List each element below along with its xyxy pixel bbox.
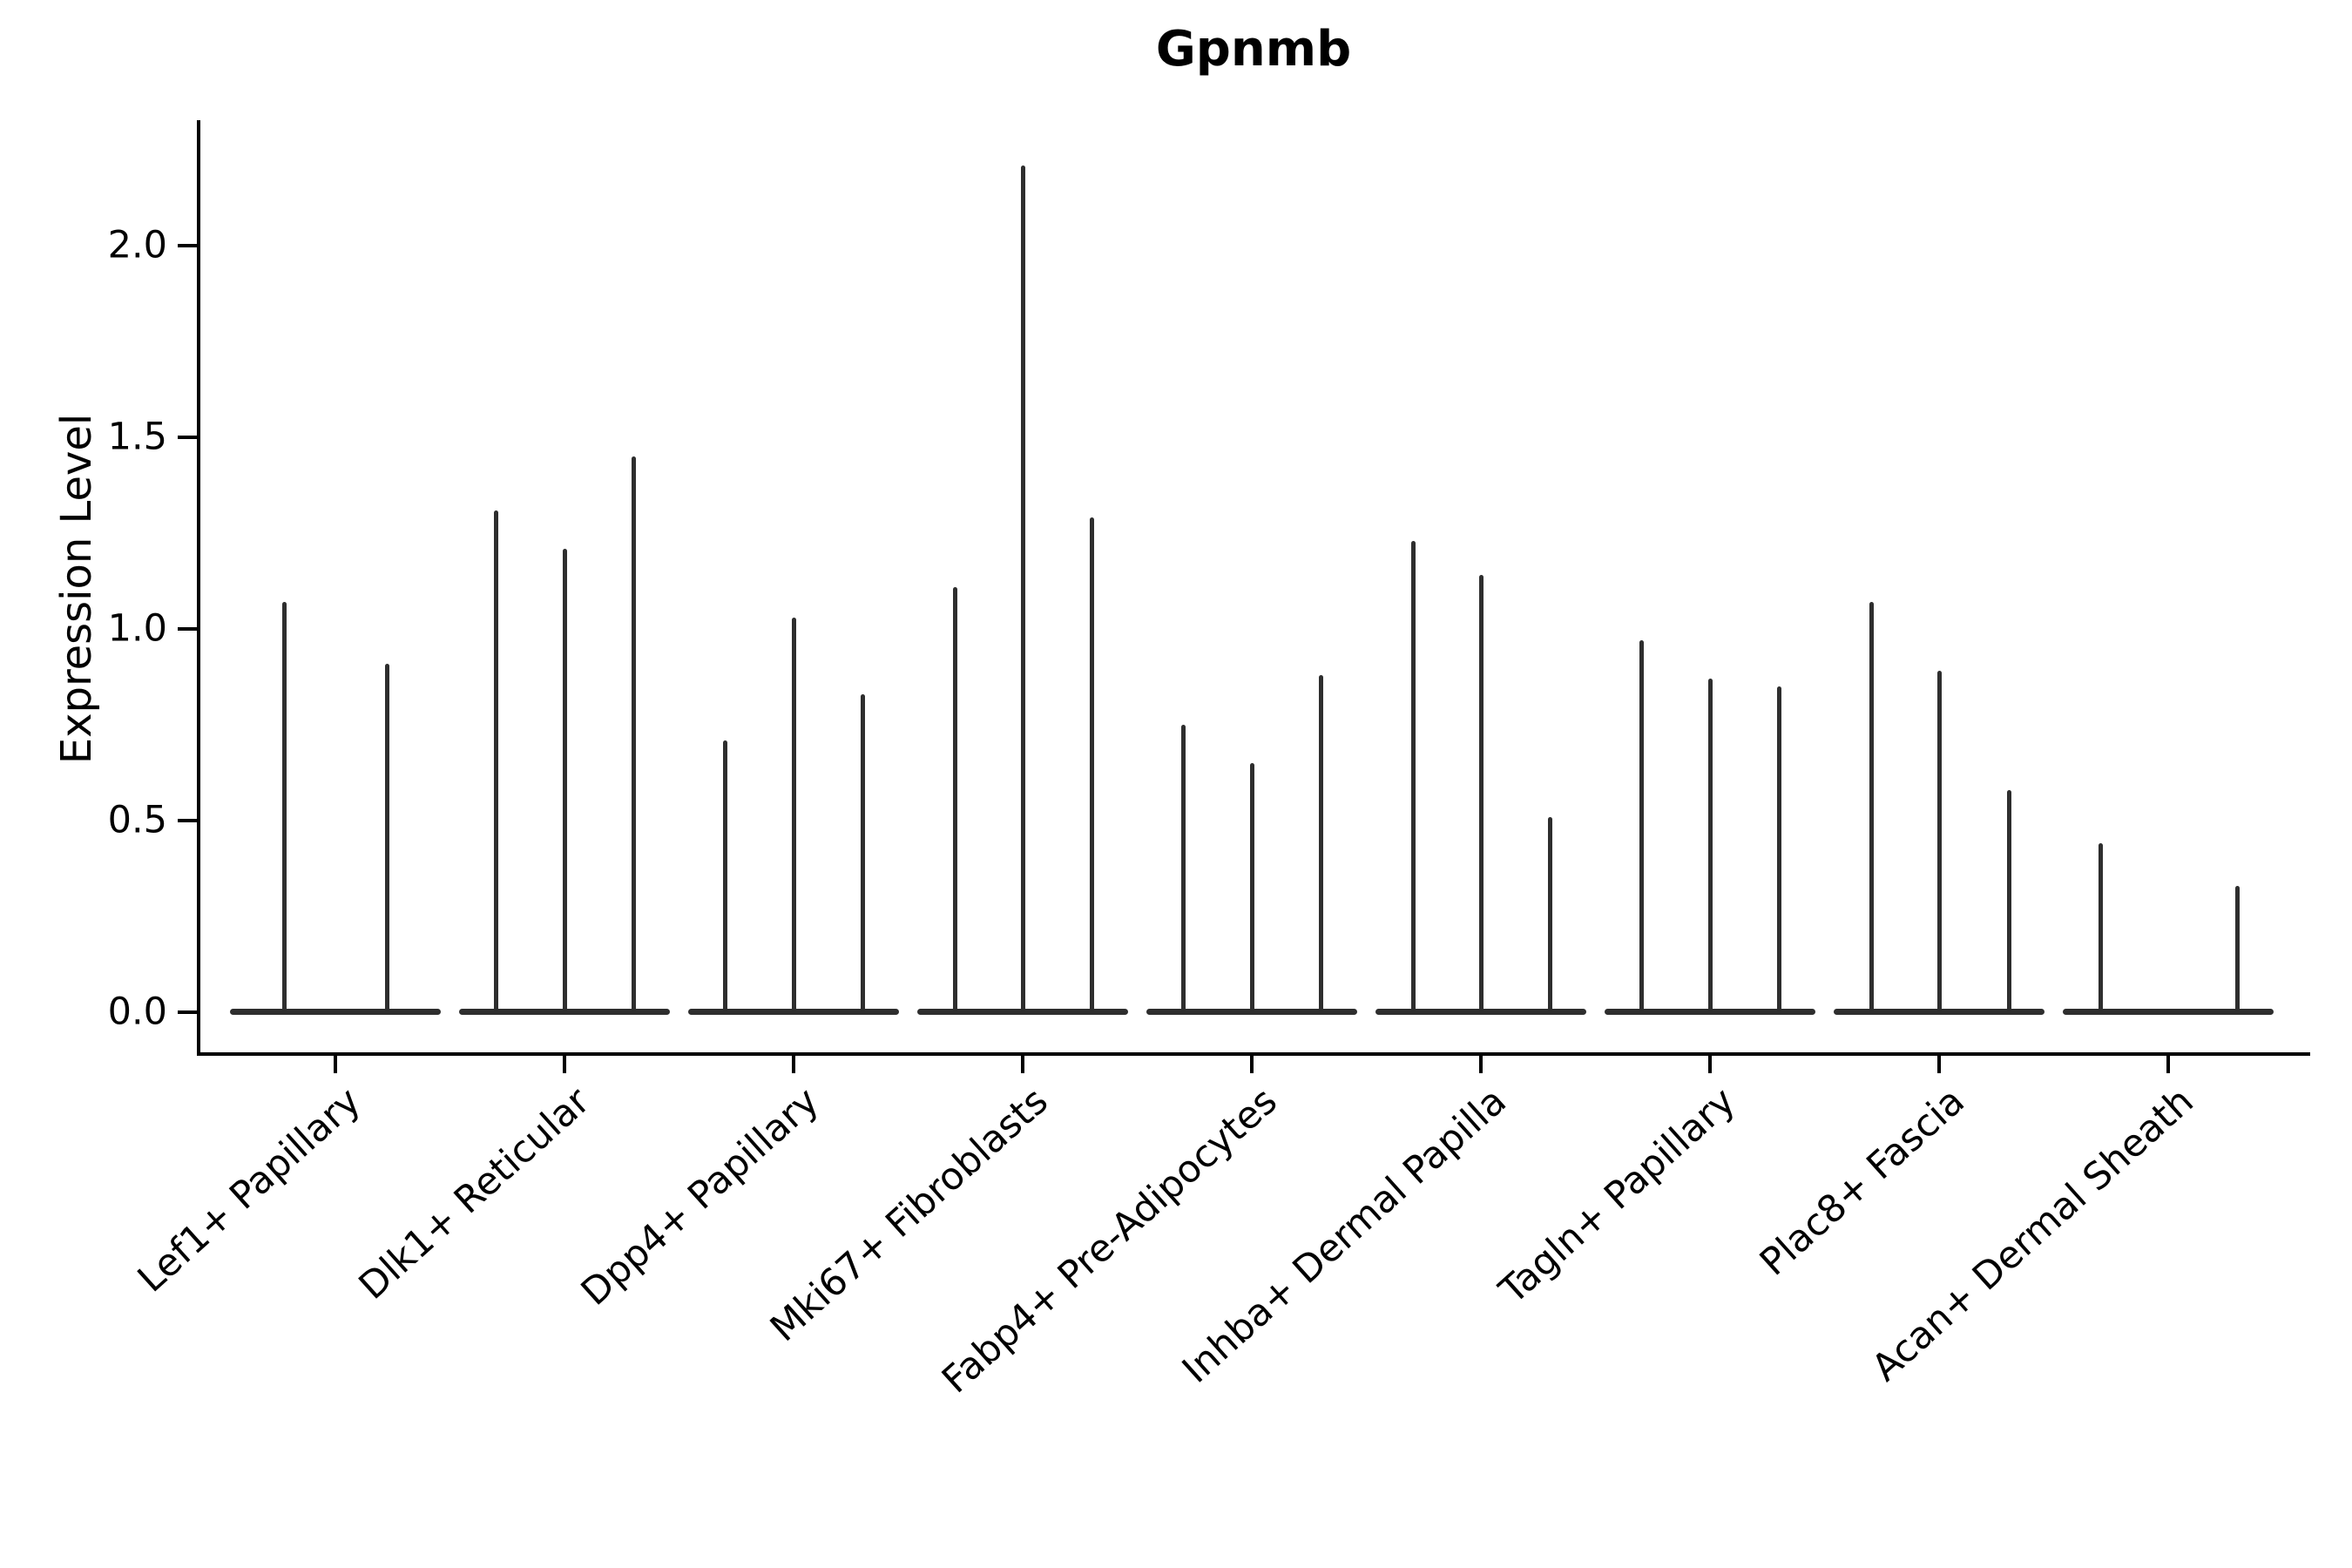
violin-spike: [1318, 674, 1323, 1013]
violin-spike: [562, 548, 567, 1013]
violin-spike: [952, 586, 957, 1013]
violin-spike: [1936, 671, 1942, 1013]
x-category-label: Dlk1+ Reticular: [350, 1079, 598, 1308]
x-tick: [1250, 1056, 1254, 1073]
x-axis-spine: [197, 1052, 2310, 1056]
y-tick-label: 1.5: [107, 415, 167, 459]
x-tick: [1021, 1056, 1024, 1073]
violin-base: [2063, 1009, 2274, 1015]
y-tick: [178, 436, 197, 439]
violin-spike: [722, 740, 727, 1013]
violin-base: [230, 1009, 441, 1015]
violin-spike: [1707, 679, 1713, 1013]
violin-spike: [493, 510, 498, 1013]
y-tick: [178, 627, 197, 631]
y-axis-spine: [197, 120, 200, 1056]
y-tick: [178, 1010, 197, 1014]
violin-spike: [1249, 763, 1254, 1013]
chart-title: Gpnmb: [1155, 21, 1352, 78]
x-tick: [563, 1056, 566, 1073]
x-tick: [334, 1056, 337, 1073]
x-category-label: Lef1+ Papillary: [129, 1079, 369, 1301]
violin-spike: [1180, 725, 1186, 1013]
violin-spike: [2098, 843, 2103, 1013]
x-category-label: Dpp4+ Papillary: [572, 1079, 828, 1315]
violin-spike: [1776, 686, 1781, 1013]
violin-spike: [1410, 540, 1416, 1013]
y-tick-label: 1.0: [107, 606, 167, 651]
y-tick-label: 0.0: [107, 990, 167, 1034]
y-tick: [178, 819, 197, 822]
x-tick: [1708, 1056, 1712, 1073]
violin-spike: [631, 456, 636, 1013]
violin-spike: [281, 602, 287, 1013]
y-tick-label: 2.0: [107, 223, 167, 267]
violin-spike: [791, 617, 796, 1013]
violin-spike: [1547, 816, 1552, 1013]
violin-spike: [1478, 575, 1484, 1013]
x-tick: [2166, 1056, 2170, 1073]
violin-spike: [1869, 602, 1874, 1013]
violin-spike: [1089, 517, 1094, 1013]
violin-spike: [1020, 165, 1025, 1013]
y-tick: [178, 244, 197, 247]
x-category-label: Plac8+ Fascia: [1752, 1079, 1973, 1285]
violin-spike: [2006, 789, 2011, 1013]
violin-spike: [384, 663, 389, 1013]
x-tick: [792, 1056, 795, 1073]
x-tick: [1479, 1056, 1483, 1073]
violin-spike: [1639, 640, 1644, 1013]
x-category-label: Tagln+ Papillary: [1491, 1079, 1744, 1313]
violin-spike: [860, 693, 865, 1013]
violin-spike: [2234, 885, 2240, 1013]
y-tick-label: 0.5: [107, 798, 167, 842]
x-tick: [1937, 1056, 1941, 1073]
